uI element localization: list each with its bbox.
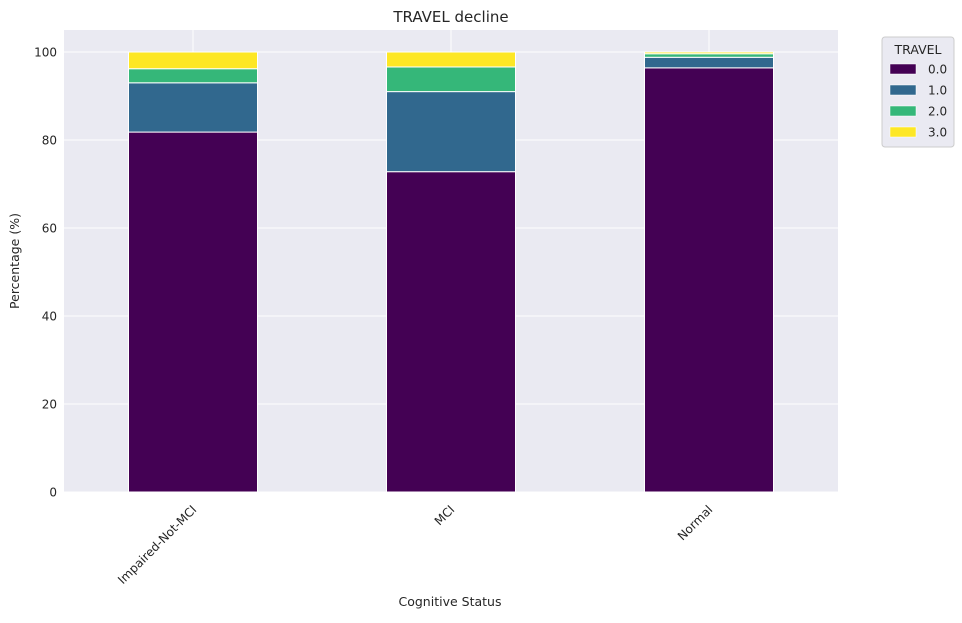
bar-segment-impaired-not-mci-series-0 [128, 131, 258, 493]
y-axis-label: Percentage (%) [7, 213, 22, 309]
bar-segment-mci-series-3 [386, 51, 516, 68]
legend: TRAVEL 0.0 1.0 2.0 3.0 [881, 36, 955, 148]
y-tick-label: 80 [42, 134, 57, 148]
bar-segment-mci-series-1 [386, 91, 516, 173]
legend-label: 0.0 [928, 63, 947, 77]
legend-title: TRAVEL [894, 42, 942, 57]
x-axis-label: Cognitive Status [399, 594, 502, 609]
bar-segment-impaired-not-mci-series-1 [128, 82, 258, 133]
legend-swatch [889, 84, 917, 96]
x-tick-labels: Impaired-Not-MCI MCI Normal [115, 503, 715, 587]
bar-segment-normal-series-0 [644, 67, 774, 493]
legend-items: 0.0 1.0 2.0 3.0 [889, 63, 947, 140]
x-tick-label: Normal [675, 503, 716, 544]
y-tick-label: 100 [34, 46, 57, 60]
chart-title: TRAVEL decline [392, 8, 508, 26]
y-tick-label: 0 [49, 486, 57, 500]
legend-swatch [889, 63, 917, 75]
legend-swatch [889, 126, 917, 138]
legend-label: 2.0 [928, 105, 947, 119]
bar-segment-normal-series-2 [644, 53, 774, 58]
y-tick-label: 20 [42, 398, 57, 412]
bar-segment-impaired-not-mci-series-2 [128, 68, 258, 84]
y-tick-labels: 0 20 40 60 80 100 [34, 46, 57, 500]
y-tick-label: 40 [42, 310, 57, 324]
legend-label: 1.0 [928, 84, 947, 98]
x-tick-label: MCI [432, 503, 458, 529]
legend-label: 3.0 [928, 126, 947, 140]
y-tick-label: 60 [42, 222, 57, 236]
bar-segment-normal-series-1 [644, 56, 774, 69]
bars [128, 51, 774, 493]
bar-segment-mci-series-2 [386, 66, 516, 93]
bar-segment-impaired-not-mci-series-3 [128, 51, 258, 70]
bar-segment-normal-series-3 [644, 51, 774, 55]
x-tick-label: Impaired-Not-MCI [115, 503, 199, 587]
legend-swatch [889, 105, 917, 117]
bar-segment-mci-series-0 [386, 171, 516, 493]
